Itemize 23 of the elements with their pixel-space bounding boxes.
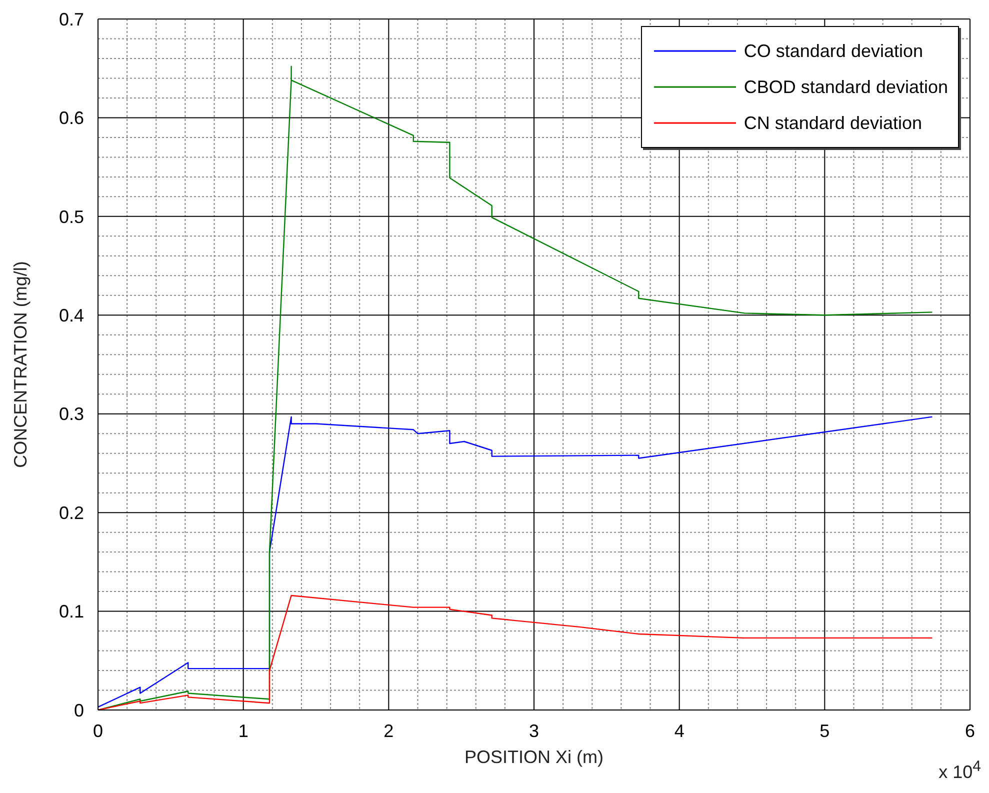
y-tick-label: 0.6 [58, 108, 84, 128]
legend-label: CN standard deviation [744, 112, 922, 134]
line-series [98, 416, 933, 708]
x-tick-label: 0 [92, 720, 104, 741]
y-tick-label: 0.5 [58, 206, 84, 227]
x-tick-label: 4 [674, 720, 684, 741]
y-tick-label: 0.1 [58, 602, 84, 622]
y-tick-label: 0 [74, 700, 84, 720]
legend-label: CO standard deviation [744, 40, 923, 62]
y-axis-title: CONCENTRATION (mg/l) [10, 261, 30, 468]
legend-label: CBOD standard deviation [744, 76, 948, 98]
x-tick-label: 3 [528, 720, 540, 741]
x-tick-label: 5 [820, 720, 830, 741]
line-series [98, 594, 933, 710]
x-tick-label: 1 [238, 720, 248, 741]
x-axis-title: POSITION Xi (m) [464, 747, 604, 767]
y-tick-label: 0.4 [58, 306, 84, 326]
text: x 10$^{4}$ [938, 758, 981, 783]
x-tick-label: 2 [384, 720, 394, 741]
y-tick-label: 0.3 [58, 404, 84, 424]
y-tick-label: 0.2 [58, 502, 84, 523]
y-tick-label: 0.7 [58, 9, 84, 30]
x-tick-label: 6 [964, 720, 976, 741]
